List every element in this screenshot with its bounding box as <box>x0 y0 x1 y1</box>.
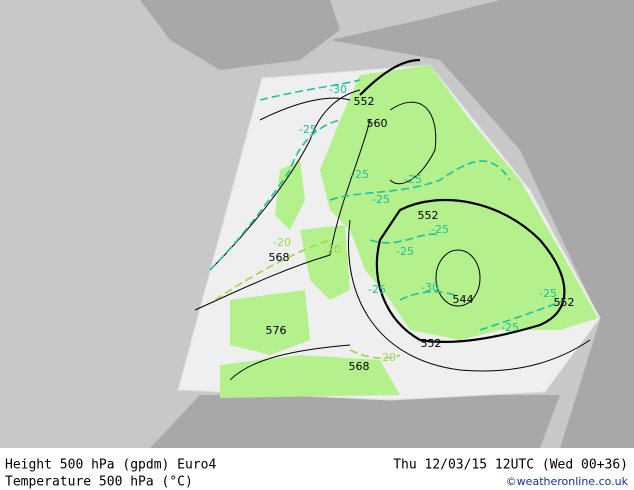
isotherm <box>349 349 401 360</box>
temperature-label: -25 <box>299 123 317 136</box>
land-iberia <box>230 290 310 355</box>
isotherm <box>259 79 361 101</box>
contour <box>348 219 591 372</box>
height-label: 568 <box>349 360 370 373</box>
land-britain <box>275 160 305 230</box>
isotherm <box>369 233 441 244</box>
temperature-label: -25 <box>351 168 369 181</box>
footer-text: Temperature 500 hPa (°C) <box>5 475 193 490</box>
height-label: 576 <box>266 324 287 337</box>
contour <box>229 344 351 381</box>
contour <box>194 119 371 311</box>
land-europe <box>320 65 598 340</box>
height-label: 552 <box>554 296 575 309</box>
contour-552 <box>375 198 566 343</box>
temperature-label: -25 <box>372 193 390 206</box>
height-label: 544 <box>453 293 474 306</box>
height-label: 552 <box>418 209 439 222</box>
temperature-label: -20 <box>323 243 341 256</box>
temperature-label: -25 <box>431 223 449 236</box>
land-africa <box>220 355 400 398</box>
contour <box>389 101 437 185</box>
outer-land <box>150 395 560 448</box>
isotherm <box>329 160 511 201</box>
temperature-label: -25 <box>501 321 519 334</box>
height-label: 552 <box>421 337 442 350</box>
temperature-label: -20 <box>273 236 291 249</box>
temperature-label: -20 <box>378 351 396 364</box>
outer-land <box>330 0 634 448</box>
isotherm <box>209 119 341 271</box>
footer-text: Height 500 hPa (gpdm) Euro4 <box>5 458 216 473</box>
temperature-label: -30 <box>421 281 439 294</box>
isotherm <box>399 290 456 301</box>
temperature-label: -25 <box>404 173 422 186</box>
height-contours <box>194 89 591 381</box>
temperature-label: -30 <box>329 83 347 96</box>
land-france <box>300 225 350 300</box>
contour <box>209 89 361 271</box>
height-label: 560 <box>367 117 388 130</box>
height-labels: 552 560 552 568 576 568 544 552 552 <box>266 95 575 373</box>
temperature-label: -25 <box>368 283 386 296</box>
outer-land <box>140 0 340 70</box>
temperature-labels: -30-25-25 -25-25-25-25-20-20-25 -30 -25-25-… <box>273 83 557 364</box>
contour <box>435 249 481 307</box>
contour-552 <box>359 58 421 96</box>
footer-text: Thu 12/03/15 12UTC (Wed 00+36) <box>393 458 628 473</box>
footer <box>0 448 634 490</box>
height-label: 552 <box>354 95 375 108</box>
footer-link[interactable]: ©weatheronline.co.uk <box>506 475 629 488</box>
height-label: 568 <box>269 251 290 264</box>
temperature-label: -25 <box>539 287 557 300</box>
contour <box>259 97 351 121</box>
isotherm <box>214 239 331 301</box>
temperature-contours <box>209 79 566 360</box>
temperature-label: -25 <box>396 245 414 258</box>
